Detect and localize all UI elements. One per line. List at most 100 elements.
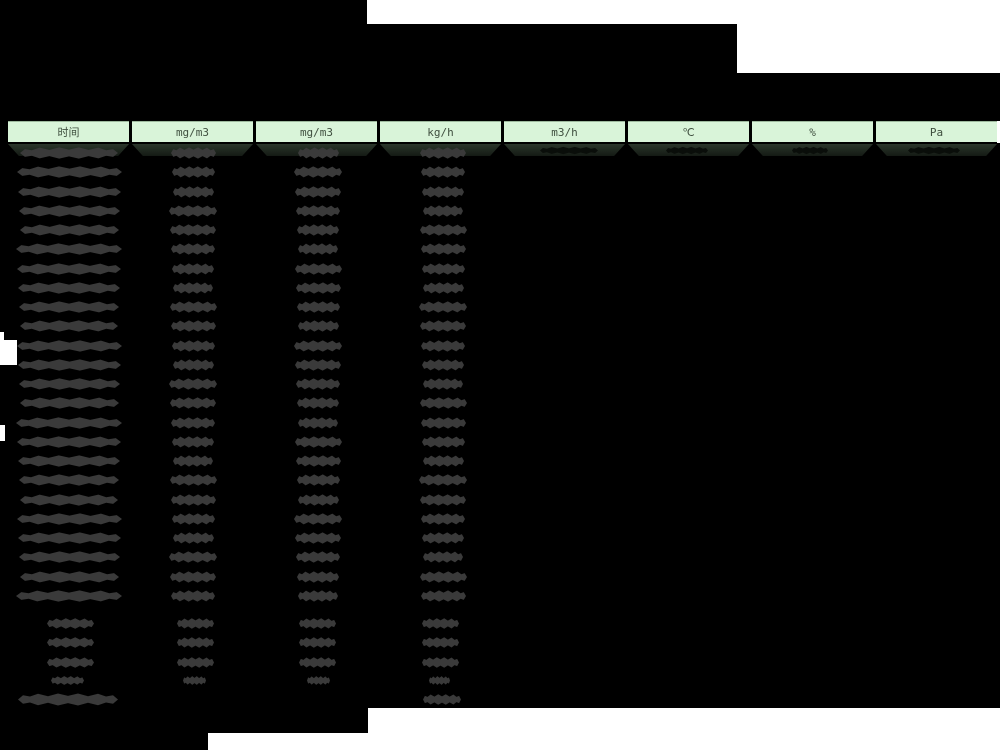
redacted-cell-blob — [299, 657, 336, 668]
redacted-cell-blob — [429, 676, 450, 685]
redacted-cell-blob — [172, 340, 215, 352]
redacted-cell-blob — [296, 282, 341, 294]
unredacted-area-left-notch — [0, 340, 17, 365]
redacted-cell-blob — [173, 532, 214, 544]
redacted-cell-blob — [177, 657, 214, 668]
redacted-cell-blob — [297, 301, 340, 313]
redacted-cell-blob — [47, 618, 94, 629]
redacted-cell-blob — [173, 359, 214, 371]
redacted-cell-blob — [47, 657, 94, 668]
redacted-cell-blob — [170, 224, 216, 236]
redacted-cell-blob — [16, 243, 122, 255]
redacted-cell-blob — [170, 397, 216, 409]
redacted-cell-blob — [420, 397, 467, 409]
redacted-cell-blob — [294, 513, 342, 525]
column-header-m3h: m3/h — [504, 121, 625, 142]
redacted-cell-blob — [298, 243, 338, 255]
redacted-cell-blob — [423, 378, 463, 390]
redacted-cell-blob — [173, 455, 213, 467]
unredacted-area-top-right — [737, 0, 1000, 73]
redacted-cell-blob — [172, 513, 215, 525]
redacted-cell-blob — [172, 263, 214, 275]
redacted-cell-blob — [421, 166, 465, 178]
redacted-cell-blob — [420, 320, 466, 332]
unredacted-area-header-right — [997, 121, 1000, 143]
table-header-row: 时间 mg/m3 mg/m3 kg/h m3/h ℃ % Pa — [8, 121, 997, 142]
redacted-cell-blob — [171, 147, 216, 159]
redacted-cell-blob — [20, 494, 118, 506]
redacted-cell-blob — [20, 571, 119, 583]
redacted-cell-blob — [19, 378, 120, 390]
redacted-cell-blob — [16, 417, 122, 429]
redacted-cell-blob — [171, 320, 216, 332]
redacted-cell-blob — [18, 282, 120, 294]
redacted-cell-blob — [299, 618, 336, 629]
redacted-cell-blob — [47, 637, 94, 648]
redacted-cell-blob — [422, 532, 464, 544]
redacted-cell-blob — [17, 340, 122, 352]
redacted-cell-blob — [171, 494, 216, 506]
redacted-cell-blob — [169, 378, 217, 390]
redacted-cell-blob — [296, 551, 340, 563]
redacted-cell-blob — [170, 301, 217, 313]
column-header-percent: % — [752, 121, 873, 142]
redacted-cell-blob — [18, 186, 121, 198]
redacted-cell-blob — [295, 436, 342, 448]
redacted-cell-blob — [296, 378, 340, 390]
redacted-cell-blob — [295, 186, 341, 198]
redacted-cell-blob — [422, 263, 465, 275]
redacted-cell-blob — [19, 551, 120, 563]
redacted-cell-blob — [18, 532, 121, 544]
redacted-cell-blob — [19, 205, 120, 217]
redacted-cell-blob — [420, 571, 467, 583]
redacted-cell-blob — [19, 301, 119, 313]
column-header-time: 时间 — [8, 121, 129, 142]
redacted-cell-blob — [297, 474, 340, 486]
redacted-cell-blob — [169, 551, 217, 563]
redacted-cell-blob — [423, 205, 463, 217]
redacted-cell-blob — [17, 263, 121, 275]
redacted-cell-blob — [295, 263, 342, 275]
redacted-cell-blob — [298, 590, 338, 602]
unredacted-area-bottom-right — [368, 708, 1000, 750]
redacted-cell-blob — [297, 397, 339, 409]
redacted-cell-blob — [419, 301, 467, 313]
redacted-cell-blob — [299, 637, 336, 648]
redacted-cell-blob — [18, 455, 120, 467]
redacted-cell-blob — [20, 397, 119, 409]
redacted-cell-blob — [420, 494, 466, 506]
redacted-cell-blob — [422, 359, 464, 371]
redacted-cell-blob — [177, 637, 214, 648]
redacted-cell-blob — [171, 590, 215, 602]
redacted-cell-blob — [169, 205, 217, 217]
redacted-cell-blob — [298, 147, 339, 159]
redacted-cell-blob — [298, 417, 338, 429]
redacted-cell-blob — [183, 676, 206, 685]
redacted-cell-blob — [17, 513, 122, 525]
redacted-cell-blob — [20, 224, 119, 236]
redacted-cell-blob — [19, 474, 119, 486]
unredacted-area-bottom-middle — [208, 733, 368, 750]
redacted-cell-blob — [173, 186, 214, 198]
redacted-cell-blob — [296, 205, 340, 217]
redacted-cell-blob — [170, 571, 216, 583]
redacted-cell-blob — [18, 359, 121, 371]
redacted-cell-blob — [171, 417, 215, 429]
redacted-cell-blob — [908, 146, 960, 155]
redacted-cell-blob — [172, 436, 214, 448]
redacted-cell-blob — [307, 676, 330, 685]
redacted-cell-blob — [296, 455, 341, 467]
redacted-cell-blob — [423, 551, 463, 563]
redacted-cell-blob — [18, 693, 118, 706]
column-header-mgm3-2: mg/m3 — [256, 121, 377, 142]
redacted-cell-blob — [422, 637, 459, 648]
redacted-cell-blob — [170, 474, 217, 486]
redacted-cell-blob — [173, 282, 213, 294]
redacted-cell-blob — [171, 243, 215, 255]
redacted-cell-blob — [419, 474, 467, 486]
redacted-cell-blob — [421, 590, 466, 602]
redacted-cell-blob — [298, 494, 339, 506]
redacted-cell-blob — [420, 224, 467, 236]
